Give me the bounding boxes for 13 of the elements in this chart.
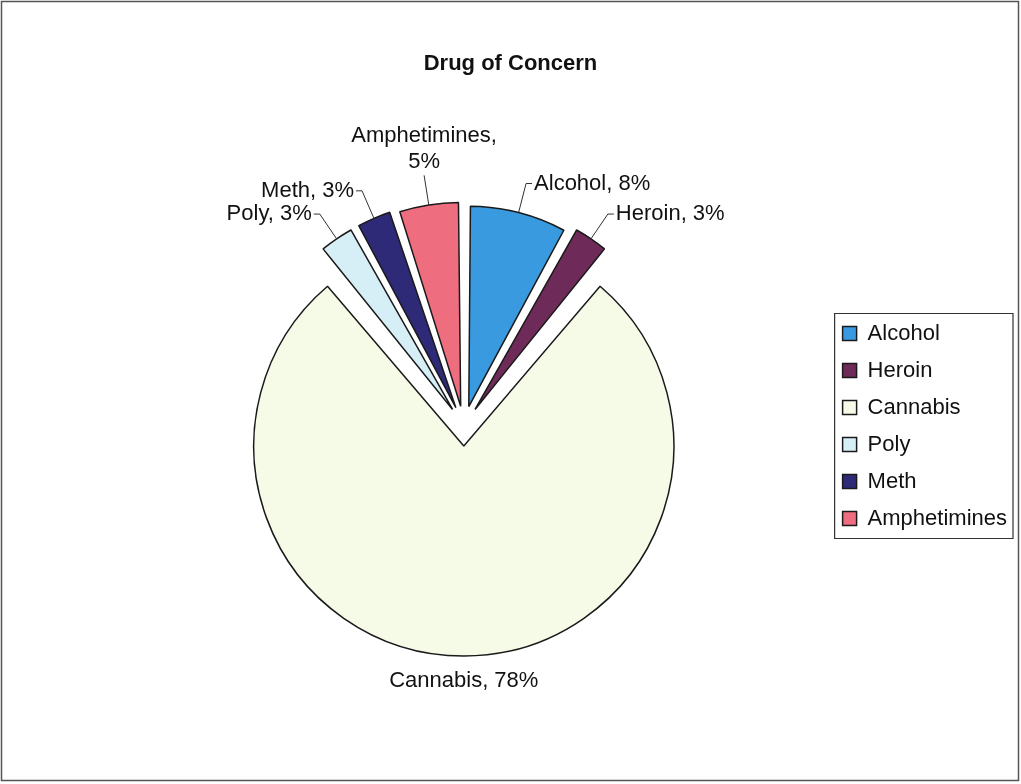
legend-label: Meth (867, 467, 917, 493)
data-label: Alcohol, 8% (534, 169, 651, 195)
data-label: Heroin, 3% (615, 200, 725, 226)
legend-label: Amphetimines (867, 504, 1007, 530)
data-label: Amphetimines, 5% (351, 122, 497, 174)
chart-title: Drug of Concern (422, 50, 599, 75)
data-label: Meth, 3% (261, 176, 355, 202)
legend-label: Cannabis (867, 393, 961, 419)
data-label: Poly, 3% (226, 200, 312, 226)
data-label: Cannabis, 78% (389, 667, 539, 693)
legend-label: Alcohol (867, 319, 940, 345)
legend-label: Heroin (867, 356, 933, 382)
legend-label: Poly (867, 430, 911, 456)
